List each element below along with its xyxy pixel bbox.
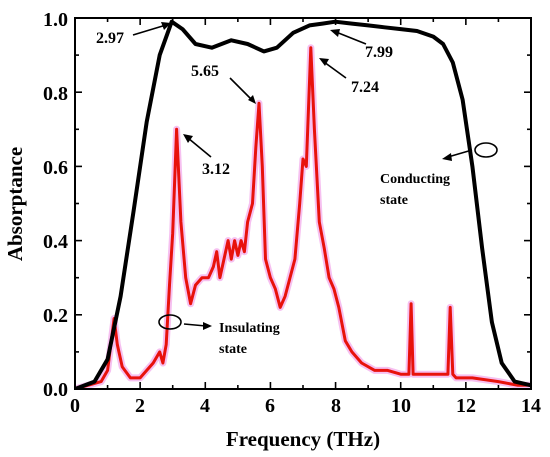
x-tick-label: 14 bbox=[521, 395, 541, 417]
conducting-series-line bbox=[75, 19, 531, 389]
y-tick-label: 0.4 bbox=[43, 231, 68, 253]
annotation-arrow bbox=[447, 149, 473, 158]
annotation-7-24: 7.24 bbox=[351, 79, 379, 96]
y-tick-label: 0.0 bbox=[43, 379, 68, 401]
x-tick-label: 4 bbox=[200, 395, 210, 417]
y-tick-label: 1.0 bbox=[43, 9, 68, 31]
insulating-series-line bbox=[75, 46, 531, 389]
annotation-2-97: 2.97 bbox=[96, 30, 124, 47]
x-tick-label: 0 bbox=[70, 395, 80, 417]
arrowhead bbox=[203, 322, 212, 330]
insulating-state-label-line2: state bbox=[219, 342, 247, 357]
annotation-arrow bbox=[229, 77, 253, 101]
conducting-marker-ellipse bbox=[474, 142, 498, 158]
conducting-state-label: Conducting bbox=[380, 172, 450, 187]
arrowhead bbox=[183, 134, 193, 143]
annotation-arrow bbox=[183, 323, 207, 327]
y-tick-label: 0.6 bbox=[43, 157, 68, 179]
insulating-marker-ellipse bbox=[158, 314, 182, 330]
arrowhead bbox=[330, 29, 340, 37]
y-axis-title: Absorptance bbox=[3, 147, 27, 261]
insulating-state-label: Insulating bbox=[219, 321, 280, 336]
x-tick-label: 10 bbox=[391, 395, 411, 417]
annotation-arrow bbox=[335, 31, 367, 45]
annotations: 2.97 5.65 3.12 7.99 7.24 Conducting stat… bbox=[96, 22, 498, 357]
x-tick-label: 2 bbox=[135, 395, 145, 417]
arrowhead bbox=[248, 95, 256, 104]
y-tick-label: 0.8 bbox=[43, 83, 68, 105]
annotation-arrow bbox=[132, 24, 167, 36]
annotation-7-99: 7.99 bbox=[365, 44, 393, 61]
x-tick-label: 8 bbox=[331, 395, 341, 417]
x-tick-label: 12 bbox=[456, 395, 476, 417]
arrowhead bbox=[161, 22, 171, 30]
annotation-5-65: 5.65 bbox=[191, 63, 219, 80]
arrowhead bbox=[319, 58, 329, 66]
annotation-arrow bbox=[323, 61, 347, 79]
annotation-3-12: 3.12 bbox=[202, 161, 230, 178]
x-axis-title: Frequency (THz) bbox=[226, 427, 380, 451]
arrowhead bbox=[442, 153, 452, 161]
annotation-arrow bbox=[187, 137, 212, 158]
x-tick-label: 6 bbox=[265, 395, 275, 417]
y-tick-label: 0.2 bbox=[43, 305, 68, 327]
conducting-state-label-line2: state bbox=[380, 193, 408, 208]
